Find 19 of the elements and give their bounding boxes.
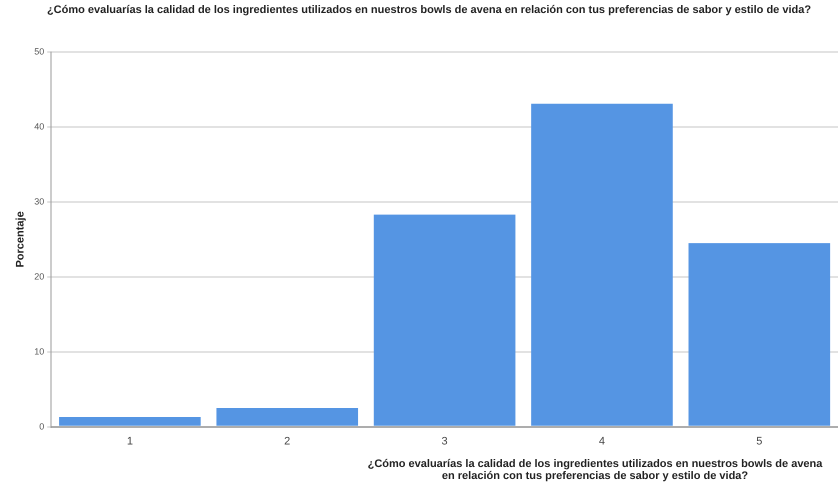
- x-axis-title: ¿Cómo evaluarías la calidad de los ingredientes utilizados en nuestros bowls de avena en relación con tus preferencias de sabor y estilo de vida?: [366, 458, 824, 482]
- x-tick-label: 4: [598, 435, 606, 448]
- bar: [374, 214, 516, 426]
- x-tick-label: 3: [442, 435, 448, 448]
- y-axis-title: Porcentaje: [14, 211, 27, 268]
- y-tick-label: 50: [34, 46, 44, 56]
- x-tick-label: 2: [284, 435, 290, 448]
- x-tick-label: 1: [126, 435, 133, 448]
- y-tick-label: 0: [39, 421, 44, 432]
- bar: [688, 243, 830, 426]
- y-tick-label: 30: [34, 196, 44, 206]
- chart-title: ¿Cómo evaluarías la calidad de los ingredientes utilizados en nuestros bowls de avena en relación con tus preferencias de sabor y estilo de vida?: [46, 4, 812, 16]
- bar: [59, 417, 201, 426]
- x-tick-label: 5: [756, 435, 762, 448]
- bar: [531, 104, 673, 426]
- y-tick-label: 10: [34, 346, 44, 356]
- y-tick-label: 20: [34, 271, 44, 282]
- y-tick-label: 40: [34, 121, 44, 132]
- bar: [216, 408, 358, 426]
